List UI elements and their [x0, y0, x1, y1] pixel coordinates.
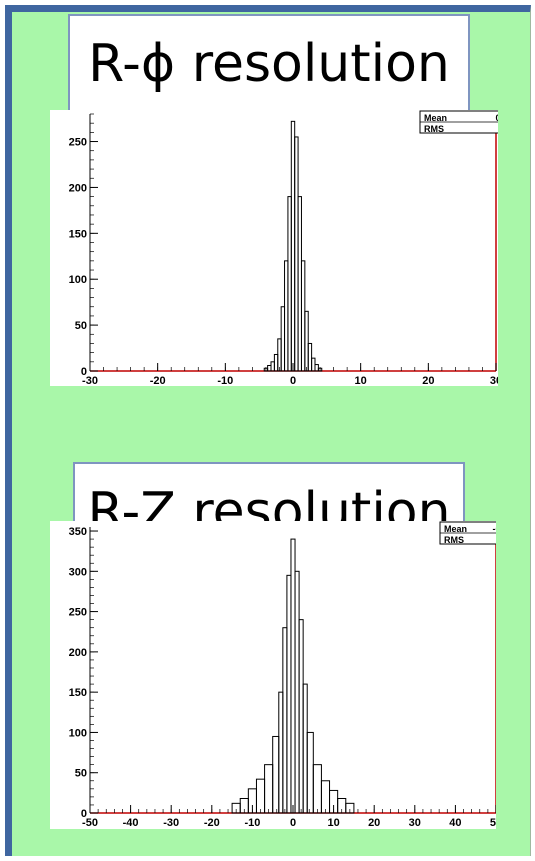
histogram-bin — [302, 683, 308, 814]
y-tick-label: 50 — [75, 320, 87, 332]
x-tick-label: 50 — [490, 817, 496, 829]
stats-mean-label: Mean — [424, 113, 447, 123]
x-tick-label: -10 — [244, 817, 260, 829]
x-tick-label: -40 — [123, 817, 139, 829]
histogram-bin — [278, 691, 284, 814]
histogram-bin — [312, 764, 322, 814]
histogram-bin — [273, 353, 279, 372]
histogram-bin — [272, 735, 280, 814]
x-tick-label: 40 — [449, 817, 461, 829]
stats-rms-label: RMS — [424, 124, 444, 134]
histogram-bin — [317, 367, 323, 372]
stats-mean-value: 0.1 — [495, 113, 498, 123]
histogram-bin — [311, 357, 316, 372]
histogram-bin — [314, 364, 319, 372]
stats-mean-value: -0.3 — [492, 524, 496, 534]
rphi-histogram: 0 50 100 150 200 250 -30 -20 -10 0 10 20 30 Mean 0.1 RM… — [50, 110, 511, 387]
x-tick-label: -30 — [82, 375, 98, 386]
histogram-bins — [231, 538, 355, 814]
rz-histogram-svg: 0 50 100 150 200 250 300 350 -50 -40 -30 -20 -10 0 10 2… — [69, 521, 511, 829]
x-tick-label: -30 — [163, 817, 179, 829]
histogram-bin — [290, 538, 296, 814]
histogram-bin — [304, 310, 309, 372]
stats-rms-label: RMS — [444, 535, 464, 545]
x-tick-label: 10 — [327, 817, 339, 829]
histogram-bin — [320, 780, 331, 814]
histogram-bin — [267, 364, 272, 372]
histogram-bin — [277, 338, 282, 372]
y-tick-label: 200 — [69, 182, 87, 194]
y-tick-label: 0 — [81, 366, 87, 378]
x-tick-label: 0 — [290, 817, 296, 829]
histogram-bin — [264, 764, 274, 814]
y-tick-label: 100 — [69, 274, 87, 286]
histogram-bin — [300, 260, 306, 372]
y-tick-label: 100 — [69, 727, 87, 739]
y-tick-label: 150 — [69, 228, 87, 240]
y-tick-label: 250 — [69, 607, 87, 619]
histogram-bin — [282, 627, 288, 814]
histogram-bin — [298, 619, 304, 814]
x-tick-label: 30 — [409, 817, 421, 829]
histogram-bin — [284, 260, 289, 372]
rphi-title-box: R-ϕ resolution — [68, 14, 470, 114]
histogram-bin — [280, 306, 286, 372]
x-tick-label: 10 — [355, 375, 367, 386]
y-tick-label: 0 — [81, 808, 87, 820]
x-tick-label: 20 — [368, 817, 380, 829]
histogram-bin — [270, 361, 275, 372]
histogram-bin — [306, 731, 314, 814]
y-tick-label: 200 — [69, 647, 87, 659]
stats-box: Mean-0.3RMS1 — [439, 521, 511, 545]
x-tick-label: 20 — [422, 375, 434, 386]
y-tick-label: 50 — [75, 768, 87, 780]
rz-histogram: 0 50 100 150 200 250 300 350 -50 -40 -30 -20 -10 0 10 2… — [50, 521, 511, 829]
x-tick-label: -50 — [82, 817, 98, 829]
stats-mean-label: Mean — [444, 524, 467, 534]
y-tick-label: 250 — [69, 137, 87, 149]
histogram-bin — [294, 136, 299, 372]
histogram-bin — [294, 570, 300, 814]
histogram-bin — [286, 574, 292, 814]
histogram-bin — [287, 196, 292, 372]
x-tick-label: -20 — [150, 375, 166, 386]
y-tick-label: 350 — [69, 526, 87, 538]
rphi-title: R-ϕ resolution — [88, 34, 450, 94]
x-tick-label: 0 — [290, 375, 296, 386]
rphi-histogram-svg: 0 50 100 150 200 250 -30 -20 -10 0 10 20 30 Mean 0.1 RM… — [69, 110, 511, 387]
x-tick-label: 30 — [490, 375, 498, 386]
y-tick-label: 300 — [69, 566, 87, 578]
y-tick-label: 150 — [69, 687, 87, 699]
x-tick-label: -10 — [217, 375, 233, 386]
histogram-bin — [255, 778, 266, 814]
histogram-bin — [297, 196, 302, 372]
histogram-bin — [290, 120, 296, 372]
histogram-bins — [263, 120, 323, 372]
histogram-bin — [345, 802, 355, 814]
x-tick-label: -20 — [204, 817, 220, 829]
histogram-bin — [307, 342, 313, 372]
